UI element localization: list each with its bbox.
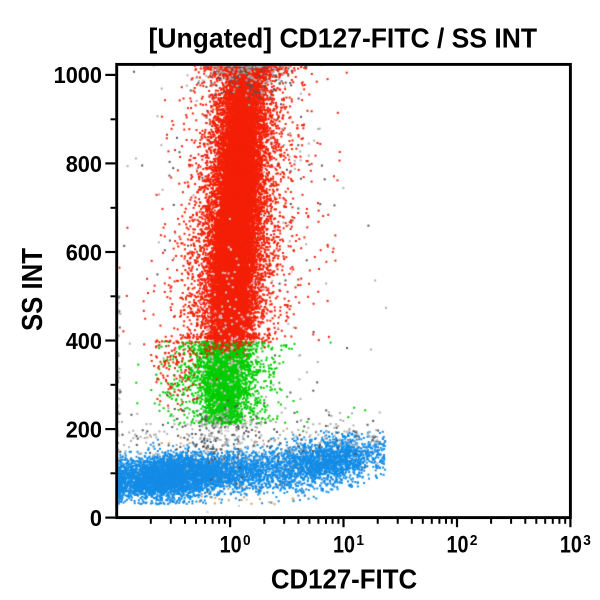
svg-text:3: 3 bbox=[583, 533, 591, 549]
svg-text:10: 10 bbox=[333, 532, 355, 559]
svg-text:10: 10 bbox=[447, 532, 469, 559]
svg-text:CD127-FITC: CD127-FITC bbox=[271, 563, 417, 594]
svg-text:10: 10 bbox=[560, 532, 582, 559]
svg-text:0: 0 bbox=[243, 533, 251, 549]
svg-text:SS INT: SS INT bbox=[17, 248, 49, 331]
svg-text:10: 10 bbox=[220, 532, 242, 559]
svg-text:1000: 1000 bbox=[54, 62, 102, 88]
svg-text:0: 0 bbox=[90, 505, 102, 531]
svg-text:1: 1 bbox=[356, 533, 364, 549]
svg-text:2: 2 bbox=[470, 533, 478, 549]
svg-text:800: 800 bbox=[66, 151, 102, 177]
svg-text:400: 400 bbox=[66, 328, 102, 354]
svg-text:200: 200 bbox=[66, 416, 102, 442]
svg-text:[Ungated] CD127-FITC / SS INT: [Ungated] CD127-FITC / SS INT bbox=[149, 23, 538, 54]
svg-text:600: 600 bbox=[66, 239, 102, 265]
